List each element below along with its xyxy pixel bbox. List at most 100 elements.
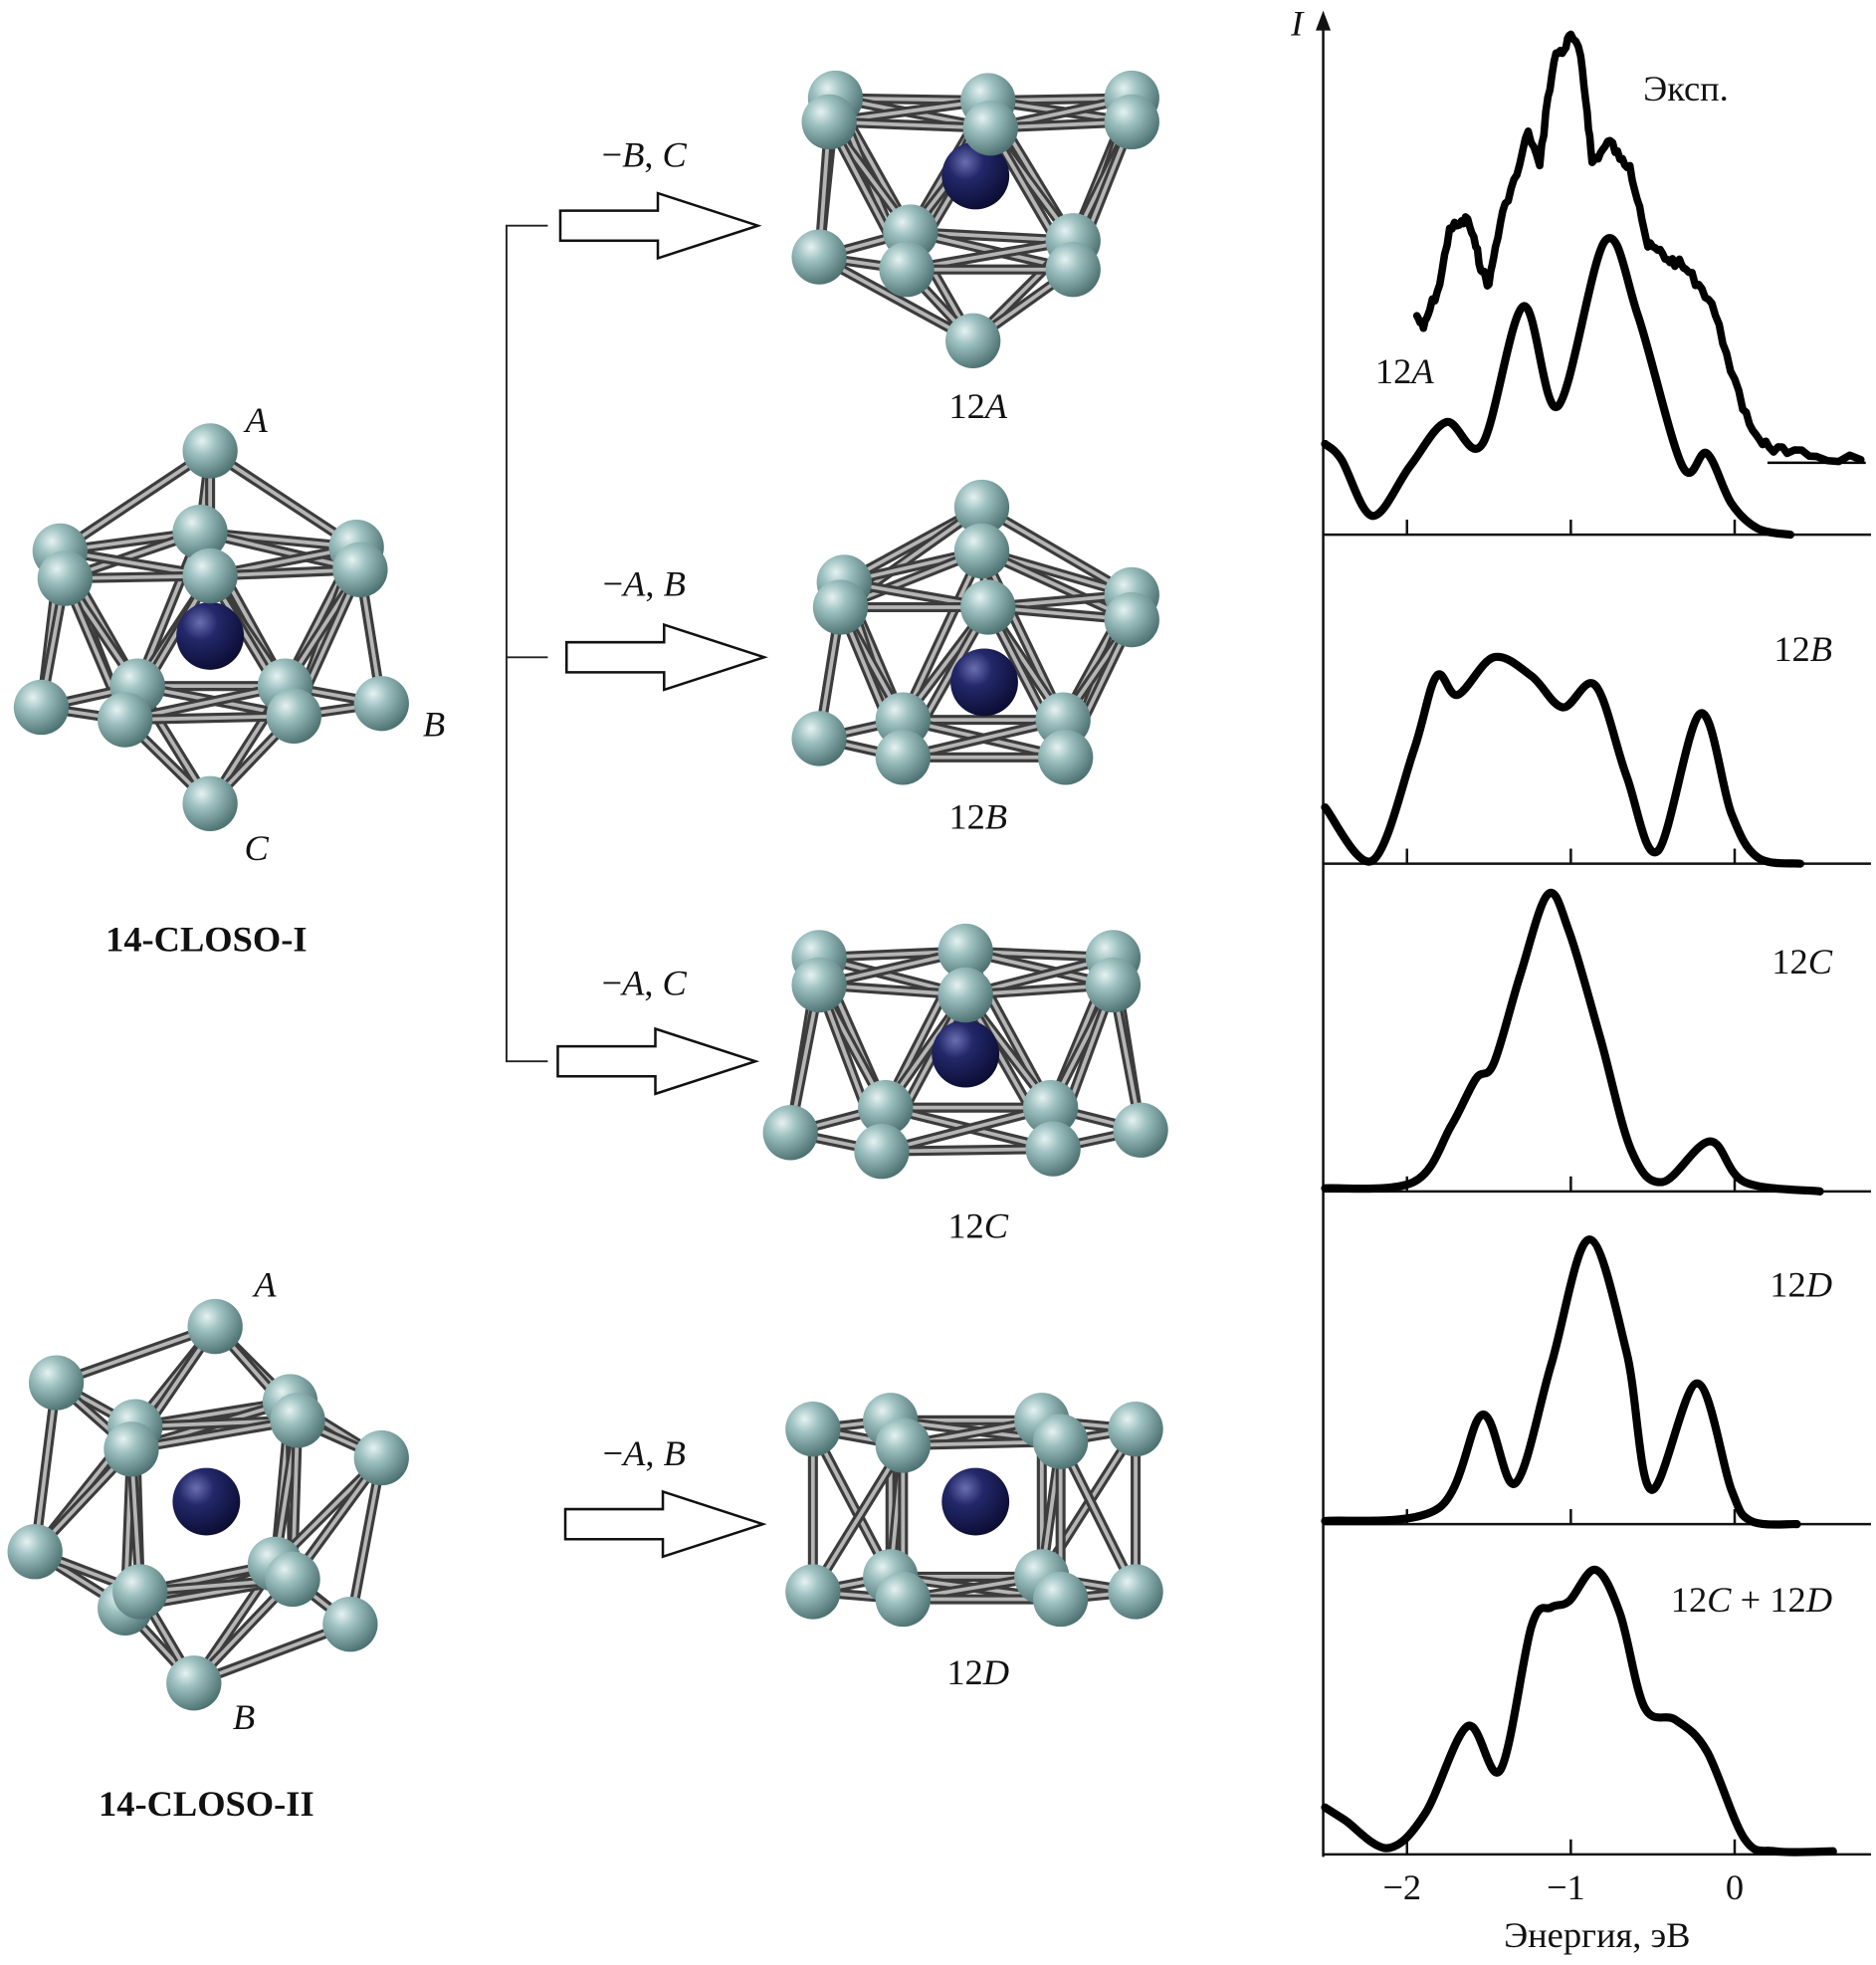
reaction-arrow xyxy=(565,622,768,692)
cage-atom xyxy=(166,1655,222,1711)
series-label: 12D xyxy=(1770,1264,1832,1304)
central-atom xyxy=(950,648,1018,717)
product-label: 12C xyxy=(947,1205,1008,1245)
cage-atom xyxy=(1104,94,1159,150)
x-axis-label: Энергия, эВ xyxy=(1504,1915,1690,1955)
series-label: 12A xyxy=(1375,351,1434,391)
cage-atom xyxy=(182,423,238,479)
cage-atom xyxy=(785,1401,841,1457)
cage-atom xyxy=(953,523,1010,579)
text-segment: Эксп. xyxy=(1643,69,1729,109)
bond-highlight xyxy=(818,255,974,342)
cage-atom xyxy=(182,547,238,604)
text-segment: , xyxy=(645,564,663,604)
cage-atom xyxy=(353,1429,409,1486)
cage-atom xyxy=(791,229,847,285)
y-axis-arrow-icon xyxy=(1316,10,1332,31)
cage-atom xyxy=(785,1564,841,1620)
compound-name: 14-CLOSO-II xyxy=(99,1784,314,1824)
series-label: 12C xyxy=(1772,942,1832,982)
central-atom xyxy=(176,601,245,670)
cage-atom xyxy=(875,730,931,785)
cage-atom xyxy=(266,688,321,744)
text-segment: A xyxy=(620,964,645,1003)
cage-atom xyxy=(37,550,93,606)
cage-atom xyxy=(791,957,847,1013)
x-tick-label: 0 xyxy=(1726,1867,1744,1907)
atom-label-a: A xyxy=(252,1264,277,1304)
atom-label-c: C xyxy=(244,828,269,868)
text-segment: − xyxy=(603,1433,624,1473)
cage-atom xyxy=(812,579,869,635)
spectrum-curve-12C+12D xyxy=(1321,1565,1837,1856)
text-segment: B xyxy=(622,135,644,175)
text-segment: B xyxy=(985,796,1007,836)
bond-highlight xyxy=(55,1324,216,1385)
compound-name: 14-CLOSO-I xyxy=(105,920,307,960)
cage-atom xyxy=(1033,1571,1089,1628)
cage-atom xyxy=(938,967,993,1023)
series-label: 12C + 12D xyxy=(1671,1580,1832,1620)
removed-atoms-label: −A, B xyxy=(603,1433,686,1473)
cage-atom xyxy=(960,579,1016,635)
bond-highlight xyxy=(901,549,984,721)
text-segment: − xyxy=(602,135,623,175)
text-segment: 12 xyxy=(1772,942,1807,982)
cage-atom xyxy=(1022,1080,1079,1136)
spectrum-curve-12B xyxy=(1321,652,1804,868)
product-label: 12A xyxy=(948,386,1007,426)
cage-atom xyxy=(854,1124,910,1180)
cage-atom xyxy=(858,1080,914,1136)
text-segment: 12 xyxy=(1375,351,1411,391)
cage-atom xyxy=(332,542,388,597)
bond-highlight xyxy=(980,548,1134,622)
text-segment: A xyxy=(1409,351,1434,391)
cage-atom xyxy=(875,1418,931,1473)
text-segment: 12 xyxy=(948,386,984,426)
cage-atom xyxy=(953,479,1010,536)
spectrum-panel: Эксп. 12A xyxy=(1321,30,1866,540)
spectrum-panel: 12B xyxy=(1321,629,1832,868)
text-segment: C xyxy=(663,135,688,175)
text-segment: 12 xyxy=(948,796,984,836)
reaction-arrow xyxy=(563,1489,767,1559)
removed-atoms-label: −B, C xyxy=(602,135,688,175)
spectrum-curve-12D xyxy=(1321,1235,1801,1529)
product-label: 12D xyxy=(946,1652,1009,1692)
cage-atom xyxy=(353,676,409,732)
central-atom xyxy=(941,1467,1010,1536)
cage-atom xyxy=(28,1355,85,1411)
bond-highlight xyxy=(209,449,358,549)
bond-highlight xyxy=(881,1147,1054,1154)
cage-atom xyxy=(172,504,228,560)
text-segment: D xyxy=(1805,1580,1832,1620)
cage-atom xyxy=(1104,591,1159,648)
cage-atom xyxy=(104,1421,159,1477)
text-segment: C xyxy=(663,964,688,1003)
text-segment: A xyxy=(621,1433,646,1473)
text-segment: , xyxy=(644,135,662,175)
text-segment: A xyxy=(983,386,1008,426)
bond-highlight xyxy=(1058,1440,1138,1593)
molecule-12d xyxy=(785,1393,1163,1628)
cage-atom xyxy=(182,775,238,831)
cage-atom xyxy=(13,679,70,736)
bond-highlight xyxy=(980,505,1134,597)
cage-atom xyxy=(938,923,993,980)
central-atom xyxy=(932,1019,1000,1088)
y-axis-label: I xyxy=(1290,4,1305,44)
central-atom xyxy=(941,141,1010,210)
text-segment: D xyxy=(1805,1264,1832,1304)
spectrum-curve-12C xyxy=(1321,888,1824,1196)
molecule-12c xyxy=(762,923,1168,1180)
molecule-12a xyxy=(791,70,1159,368)
cage-atom xyxy=(98,692,153,748)
bond-highlight xyxy=(193,1622,351,1685)
bond-highlight xyxy=(811,1427,893,1578)
molecule-12b xyxy=(791,479,1159,785)
cage-atom xyxy=(7,1524,63,1580)
cage-atom xyxy=(187,1298,243,1355)
cage-atom xyxy=(879,242,935,298)
